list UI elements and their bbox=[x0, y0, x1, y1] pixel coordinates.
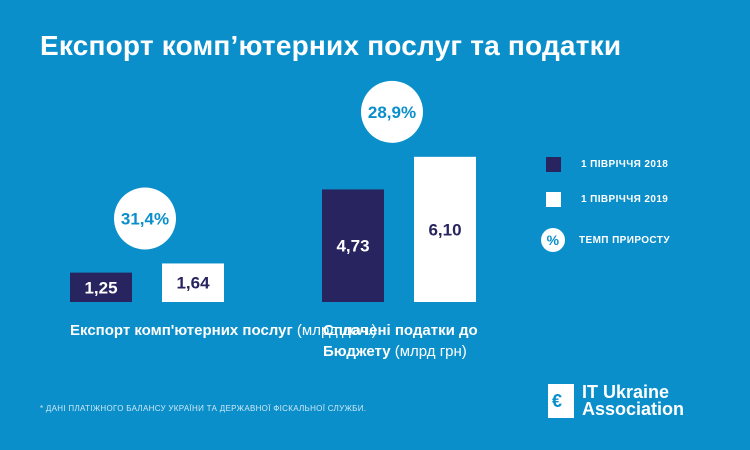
bar-1-0 bbox=[322, 189, 384, 302]
footnote: * ДАНІ ПЛАТІЖНОГО БАЛАНСУ УКРАЇНИ ТА ДЕР… bbox=[40, 404, 367, 413]
legend-swatch-2019 bbox=[546, 192, 561, 207]
legend-label-2018: 1 ПІВРІЧЧЯ 2018 bbox=[581, 159, 669, 170]
group-label-export-unit: (млрд дол.) bbox=[296, 322, 377, 339]
group-label-taxes-unit: (млрд грн) bbox=[394, 343, 467, 360]
group-label-taxes: Сплачені податки до Бюджету (млрд грн) bbox=[323, 320, 513, 362]
legend-item-2018: 1 ПІВРІЧЧЯ 2018 bbox=[546, 157, 668, 172]
logo-mark-icon: € bbox=[548, 384, 574, 418]
bar-value-label-0-0: 1,25 bbox=[84, 278, 117, 297]
bar-value-label-0-1: 1,64 bbox=[176, 274, 210, 293]
bar-value-label-1-0: 4,73 bbox=[336, 237, 369, 256]
growth-label-1: 28,9% bbox=[368, 103, 416, 122]
legend-label-2019: 1 ПІВРІЧЧЯ 2019 bbox=[581, 194, 669, 205]
page-title: Експорт комп’ютерних послуг та податки bbox=[40, 30, 622, 61]
logo: € IT Ukraine Association bbox=[548, 382, 685, 419]
bar-value-label-1-1: 6,10 bbox=[428, 220, 461, 239]
logo-text: IT Ukraine Association bbox=[582, 382, 685, 419]
logo-line-2: Association bbox=[582, 399, 685, 419]
group-label-export: Експорт комп'ютерних послуг (млрд дол.) bbox=[70, 320, 377, 341]
bar-1-1 bbox=[414, 156, 476, 302]
logo-mark-glyph: € bbox=[552, 391, 563, 411]
percent-icon: % bbox=[541, 228, 565, 252]
group-label-taxes-main: Сплачені податки до Бюджету bbox=[323, 322, 478, 360]
bar-0-0 bbox=[70, 272, 132, 302]
growth-label-0: 31,4% bbox=[121, 209, 169, 228]
legend-swatch-2018 bbox=[546, 157, 561, 172]
legend-item-growth: % ТЕМП ПРИРОСТУ bbox=[541, 228, 670, 252]
growth-circle-1 bbox=[361, 80, 423, 143]
growth-circle-0 bbox=[114, 187, 176, 250]
logo-line-1: IT Ukraine bbox=[582, 382, 670, 402]
legend-item-2019: 1 ПІВРІЧЧЯ 2019 bbox=[546, 192, 668, 207]
group-label-export-main: Експорт комп'ютерних послуг bbox=[70, 322, 293, 339]
legend-label-growth: ТЕМП ПРИРОСТУ bbox=[579, 234, 670, 246]
bar-0-1 bbox=[162, 263, 224, 302]
